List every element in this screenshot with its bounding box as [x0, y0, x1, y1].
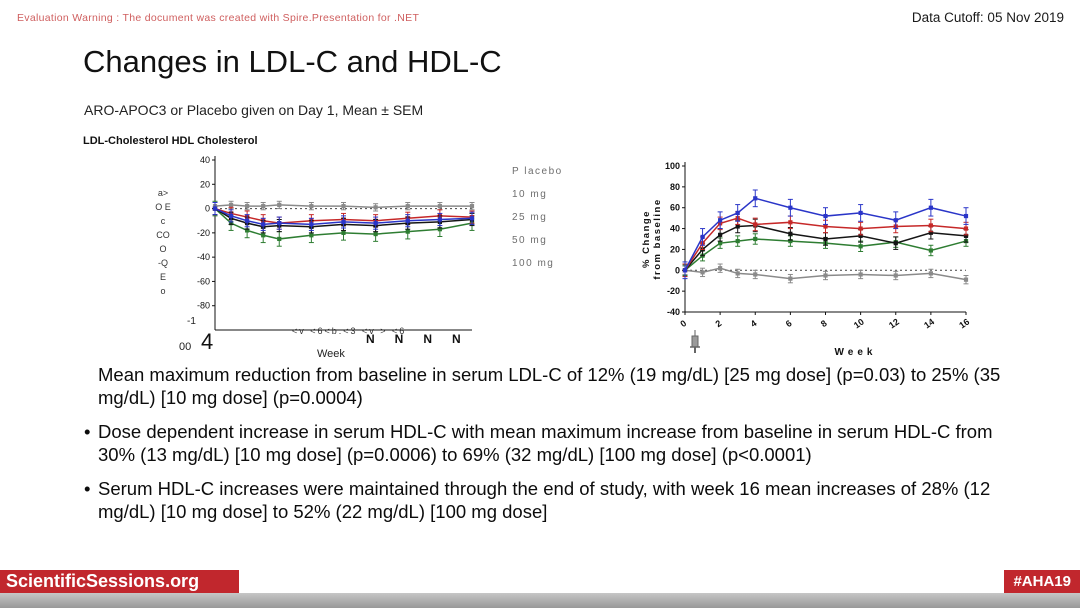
- svg-text:Week: Week: [835, 347, 877, 358]
- bullet-ldl-reduction: Mean maximum reduction from baseline in …: [84, 364, 1034, 410]
- left-chart-y-axis-garbled-label: a> O E c CO O -Q E o: [155, 188, 171, 296]
- legend-item-25mg: 25 mg: [512, 212, 548, 223]
- bullet-hdl-maintained: • Serum HDL-C increases were maintained …: [84, 478, 1034, 524]
- svg-text:16: 16: [957, 317, 971, 331]
- syringe-icon: [688, 330, 702, 354]
- scientific-sessions-banner: ScientificSessions.org: [0, 570, 240, 593]
- left-chart-garbled-x-ticks: <v <6<b.<3 <v > <6: [292, 326, 407, 336]
- aha19-hashtag-banner: #AHA19: [1004, 570, 1080, 593]
- ldl-hdl-line-chart: 40 20 0 -20 -40 -60 -80: [197, 155, 475, 331]
- svg-text:-20: -20: [197, 228, 210, 238]
- dose-legend: P lacebo 10 mg 25 mg 50 mg 100 mg: [512, 160, 563, 275]
- bullet-text: Mean maximum reduction from baseline in …: [98, 364, 1001, 408]
- svg-text:40: 40: [200, 155, 210, 165]
- svg-text:-40: -40: [667, 307, 680, 317]
- evaluation-warning-text: Evaluation Warning : The document was cr…: [17, 12, 420, 24]
- data-cutoff-label: Data Cutoff: 05 Nov 2019: [911, 10, 1064, 25]
- bullet-text: Dose dependent increase in serum HDL-C w…: [98, 420, 993, 465]
- garbled-axis-text-00: 00: [179, 341, 192, 353]
- legend-item-placebo: P lacebo: [512, 166, 563, 177]
- garbled-axis-text-neg1: -1: [187, 316, 196, 327]
- bullet-marker: •: [84, 420, 91, 442]
- svg-text:8: 8: [819, 318, 829, 329]
- svg-text:-60: -60: [197, 276, 210, 286]
- svg-text:0: 0: [678, 318, 688, 329]
- svg-text:20: 20: [200, 179, 210, 189]
- svg-text:from baseline: from baseline: [652, 198, 663, 279]
- svg-text:60: 60: [670, 203, 680, 213]
- svg-text:-40: -40: [197, 252, 210, 262]
- left-chart-week-label: Week: [317, 348, 345, 360]
- svg-text:40: 40: [670, 224, 680, 234]
- slide-title: Changes in LDL-C and HDL-C: [83, 44, 502, 79]
- legend-item-10mg: 10 mg: [512, 189, 548, 200]
- svg-text:-80: -80: [197, 301, 210, 311]
- left-chart-caption: LDL-Cholesterol HDL Cholesterol: [83, 135, 258, 147]
- svg-text:20: 20: [670, 244, 680, 254]
- svg-text:12: 12: [887, 317, 901, 331]
- legend-item-50mg: 50 mg: [512, 235, 548, 246]
- svg-text:14: 14: [922, 317, 936, 331]
- svg-text:0: 0: [205, 204, 210, 214]
- svg-text:0: 0: [675, 265, 680, 275]
- svg-text:% Change: % Change: [641, 210, 652, 268]
- bullet-text: Serum HDL-C increases were maintained th…: [98, 477, 991, 522]
- svg-text:2: 2: [713, 318, 723, 329]
- slide-subtitle: ARO-APOC3 or Placebo given on Day 1, Mea…: [84, 102, 424, 118]
- svg-text:80: 80: [670, 182, 680, 192]
- bullet-marker: [84, 364, 98, 410]
- bullet-marker: •: [84, 477, 91, 499]
- svg-text:-20: -20: [667, 286, 680, 296]
- svg-text:6: 6: [784, 318, 794, 329]
- garbled-axis-text-4: 4: [201, 329, 214, 354]
- summary-bullets: Mean maximum reduction from baseline in …: [84, 364, 1034, 535]
- svg-text:4: 4: [749, 318, 759, 329]
- left-chart-n-row: NNNN: [366, 332, 481, 346]
- bottom-gray-strip: [0, 593, 1080, 608]
- svg-text:100: 100: [665, 161, 680, 171]
- legend-item-100mg: 100 mg: [512, 258, 555, 269]
- svg-text:10: 10: [852, 317, 866, 331]
- bullet-hdl-increase: • Dose dependent increase in serum HDL-C…: [84, 421, 1034, 467]
